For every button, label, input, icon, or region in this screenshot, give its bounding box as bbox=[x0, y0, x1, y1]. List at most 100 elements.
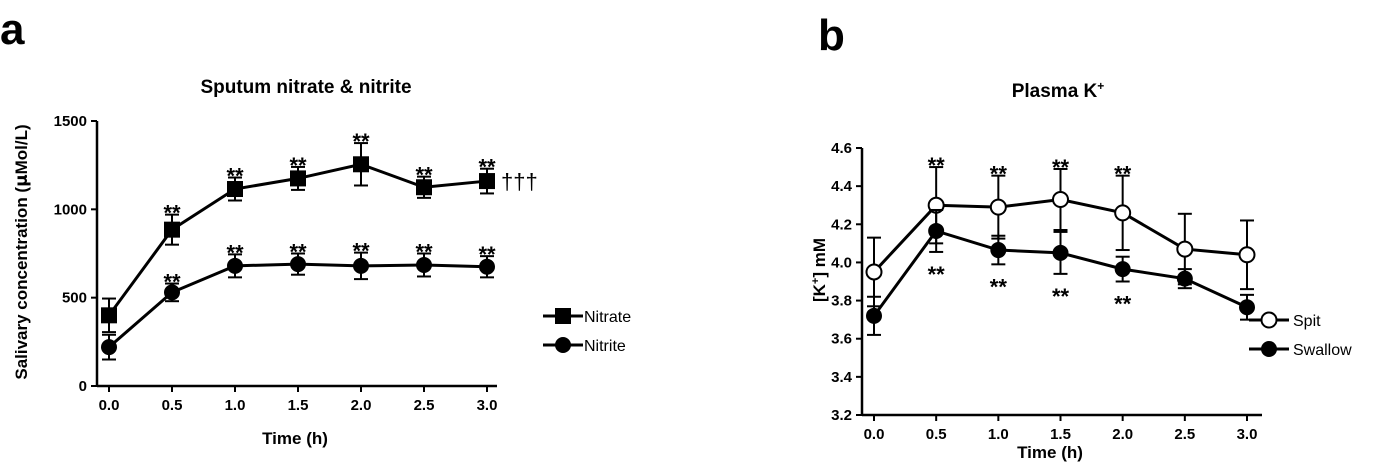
y-tick-label: 4.0 bbox=[831, 254, 852, 271]
x-tick-label: 1.5 bbox=[1050, 426, 1071, 443]
series-spit-significance: ** bbox=[990, 162, 1008, 187]
panel-b-ylabel: [K+] mM bbox=[810, 238, 829, 302]
y-tick-label: 0 bbox=[79, 378, 87, 395]
x-tick-label: 0.0 bbox=[864, 426, 885, 443]
panel-a-legend: Nitrate Nitrite bbox=[543, 308, 631, 355]
y-tick-label: 3.4 bbox=[831, 369, 853, 386]
panel-b-plot: 3.2 3.4 3.6 3.8 4.0 4.2 4.4 4.6 0.0 0.5 1.0 1.5 2.0 2… bbox=[831, 140, 1262, 443]
legend-item-nitrate: Nitrate bbox=[543, 308, 631, 326]
legend-nitrate-label: Nitrate bbox=[584, 309, 631, 326]
series-swallow-significance: ** bbox=[1052, 284, 1070, 309]
series-nitrite-significance: ** bbox=[163, 270, 181, 295]
y-tick-label: 1500 bbox=[54, 113, 87, 130]
series-nitrite-point bbox=[416, 256, 432, 273]
series-nitrate-significance: ** bbox=[289, 153, 307, 178]
panel-a-plot: 0 500 1000 1500 0.0 0.5 1.0 1.5 2.0 2.5 3.0 ** ** ** *… bbox=[54, 113, 538, 414]
panel-a-letter: a bbox=[0, 5, 25, 54]
series-nitrate-significance: ** bbox=[226, 164, 244, 189]
series-swallow-significance: ** bbox=[990, 274, 1008, 299]
series-nitrate-point bbox=[164, 221, 180, 238]
y-tick-label: 4.6 bbox=[831, 140, 852, 157]
panel-b: b Plasma K+ [K+] mM Time (h) 3.23.43.63.… bbox=[810, 11, 1352, 462]
series-nitrite-point bbox=[164, 284, 180, 301]
series-nitrate-point bbox=[290, 170, 306, 187]
series-swallow-point bbox=[1114, 261, 1131, 278]
series-nitrate-significance: ** bbox=[352, 129, 370, 154]
x-tick-label: 2.0 bbox=[1112, 426, 1133, 443]
legend-item-nitrite: Nitrite bbox=[543, 337, 626, 355]
legend-nitrite-marker bbox=[555, 337, 571, 353]
series-spit-point bbox=[989, 198, 1007, 216]
panel-a-title: Sputum nitrate & nitrite bbox=[200, 77, 411, 98]
y-tick-label: 4.2 bbox=[831, 216, 852, 233]
series-swallow-point bbox=[928, 222, 945, 239]
series-nitrate-significance: ** bbox=[478, 155, 496, 180]
series-nitrite-point bbox=[227, 257, 243, 274]
legend-spit-label: Spit bbox=[1293, 313, 1321, 330]
x-tick-label: 0.5 bbox=[926, 426, 947, 443]
series-nitrate-point bbox=[479, 173, 495, 190]
x-tick-label: 1.5 bbox=[288, 397, 309, 414]
y-tick-label: 3.6 bbox=[831, 331, 852, 348]
series-swallow-point bbox=[1052, 244, 1069, 261]
x-tick-label: 1.0 bbox=[988, 426, 1009, 443]
series-nitrate-point bbox=[353, 156, 369, 173]
series-spit-significance: ** bbox=[1114, 162, 1132, 187]
x-tick-label: 2.5 bbox=[414, 397, 435, 414]
legend-spit-marker bbox=[1260, 311, 1278, 329]
series-nitrite-significance: ** bbox=[478, 242, 496, 267]
series-spit-point bbox=[1176, 240, 1194, 258]
legend-swallow-label: Swallow bbox=[1293, 342, 1352, 359]
series-nitrate-point bbox=[416, 179, 432, 196]
series-swallow-significance: ** bbox=[1114, 292, 1132, 317]
legend-swallow-marker bbox=[1261, 341, 1277, 357]
x-tick-label: 3.0 bbox=[477, 397, 498, 414]
x-tick-label: 0.0 bbox=[99, 397, 120, 414]
series-spit-point bbox=[1052, 190, 1069, 208]
legend-nitrite-label: Nitrite bbox=[584, 338, 626, 355]
legend-nitrate-marker bbox=[555, 308, 571, 324]
series-spit-significance: ** bbox=[1052, 155, 1070, 180]
x-tick-label: 3.0 bbox=[1237, 426, 1258, 443]
legend-item-spit: Spit bbox=[1249, 311, 1321, 330]
series-nitrite-significance: ** bbox=[226, 240, 244, 265]
series-nitrate-point bbox=[101, 307, 117, 324]
series-nitrite-point bbox=[479, 258, 495, 275]
panel-b-legend: Spit Swallow bbox=[1249, 311, 1352, 359]
series-nitrite-point bbox=[353, 257, 369, 274]
x-tick-label: 2.0 bbox=[351, 397, 372, 414]
series-nitrite-significance: ** bbox=[352, 239, 370, 264]
series-nitrate-significance: ** bbox=[415, 163, 433, 188]
panel-a-xlabel: Time (h) bbox=[262, 429, 328, 448]
panel-b-xlabel: Time (h) bbox=[1017, 443, 1083, 462]
series-nitrite-point bbox=[290, 256, 306, 273]
x-tick-label: 0.5 bbox=[162, 397, 183, 414]
legend-item-swallow: Swallow bbox=[1249, 341, 1352, 359]
panel-a: a Sputum nitrate & nitrite Salivary conc… bbox=[0, 5, 631, 448]
series-nitrate-trailing-significance: ††† bbox=[501, 169, 538, 194]
series-spit-point bbox=[1238, 246, 1256, 264]
y-tick-label: 3.8 bbox=[831, 293, 852, 310]
series-nitrite-point bbox=[101, 339, 117, 356]
series-swallow-point bbox=[990, 242, 1007, 259]
y-tick-label: 4.4 bbox=[831, 178, 853, 195]
x-tick-label: 2.5 bbox=[1174, 426, 1195, 443]
panel-a-ylabel: Salivary concentration (µMol/L) bbox=[12, 124, 32, 379]
panel-b-title: Plasma K+ bbox=[1012, 79, 1105, 102]
series-spit-significance: ** bbox=[928, 153, 946, 178]
series-swallow-point bbox=[1176, 270, 1193, 287]
x-tick-label: 1.0 bbox=[225, 397, 246, 414]
series-swallow-point bbox=[1239, 299, 1255, 316]
series-nitrate-point bbox=[227, 181, 243, 198]
series-nitrite-significance: ** bbox=[415, 240, 433, 265]
series-nitrite-significance: ** bbox=[289, 240, 307, 265]
series-nitrate-significance: ** bbox=[163, 201, 181, 226]
y-tick-label: 500 bbox=[62, 290, 87, 307]
y-tick-label: 1000 bbox=[54, 201, 87, 218]
y-tick-label: 3.2 bbox=[831, 407, 852, 424]
series-swallow-point bbox=[866, 307, 882, 324]
panel-b-letter: b bbox=[818, 11, 845, 60]
series-spit-point bbox=[865, 263, 883, 281]
series-swallow-significance: ** bbox=[928, 262, 946, 287]
